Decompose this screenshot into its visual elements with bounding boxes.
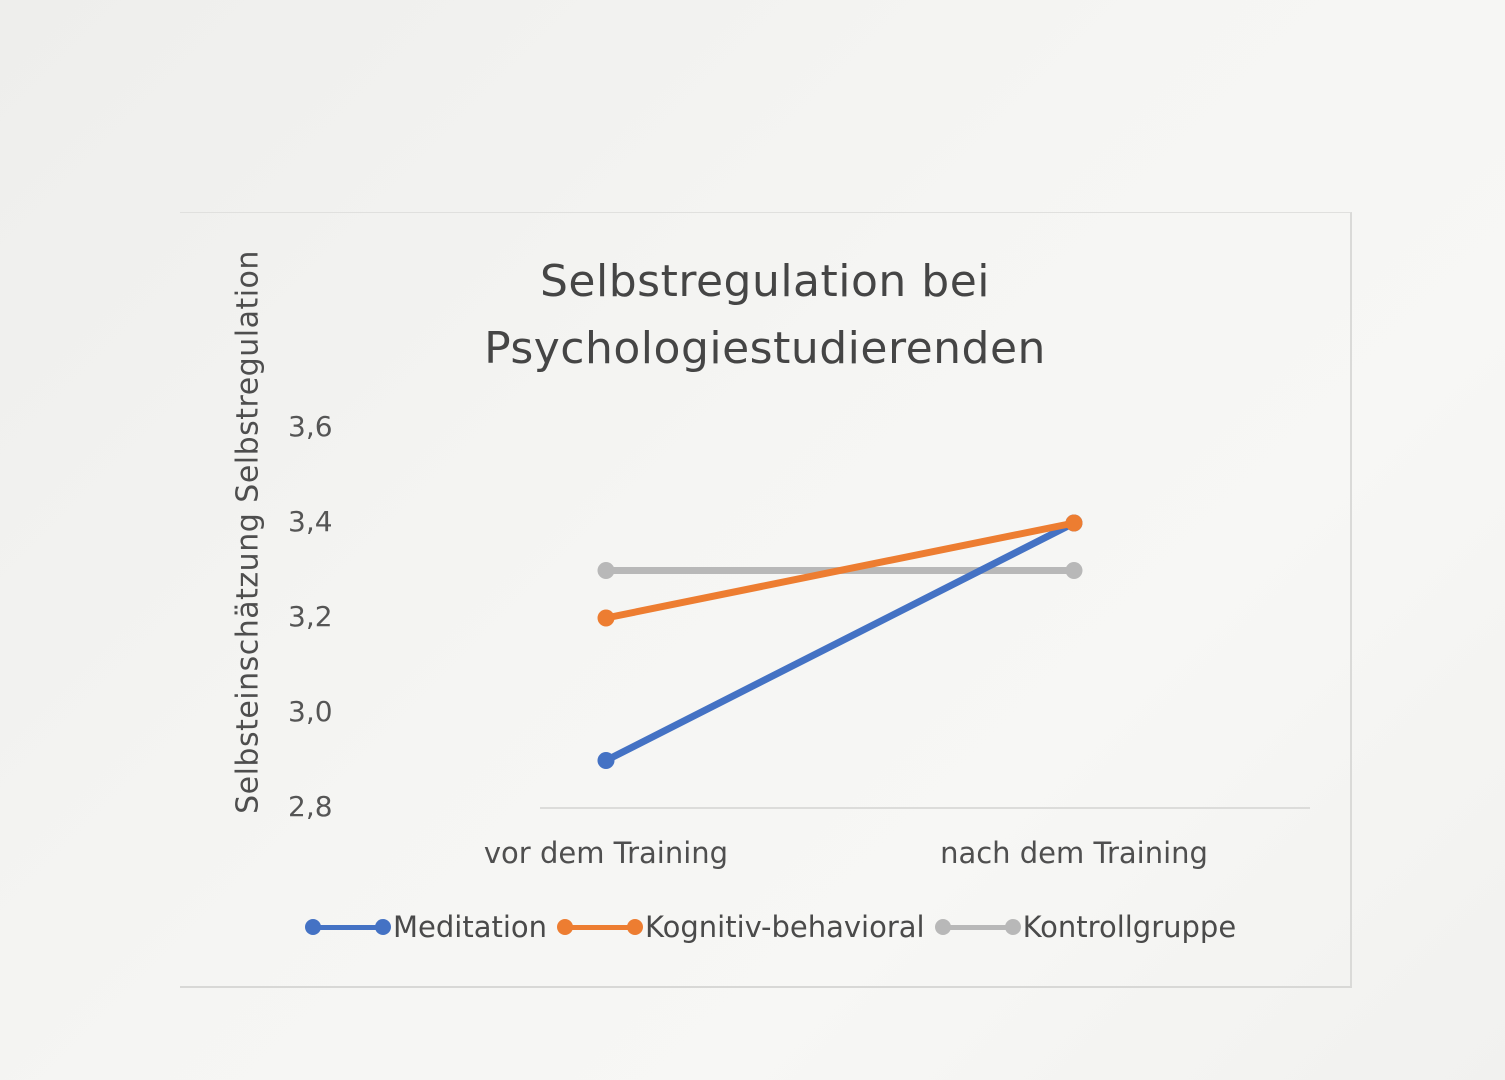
legend-label: Kognitiv-behavioral <box>645 910 925 944</box>
legend-swatch <box>557 919 644 935</box>
y-tick-label: 2,8 <box>288 790 333 823</box>
legend-swatch <box>934 919 1021 935</box>
data-point <box>597 562 615 579</box>
legend-swatch <box>305 919 391 935</box>
legend-item-kognitiv-behavioral: Kognitiv-behavioral <box>557 910 925 944</box>
series-line <box>602 519 1078 764</box>
data-point <box>597 752 615 769</box>
chart-title: Selbstregulation bei Psychologiestudiere… <box>440 248 1090 382</box>
series-kognitiv-behavioral <box>597 514 1083 627</box>
legend-item-kontrollgruppe: Kontrollgruppe <box>934 910 1237 944</box>
y-tick-label: 3,2 <box>288 600 333 633</box>
series-meditation <box>597 514 1083 769</box>
series-line <box>602 519 1078 622</box>
y-tick-label: 3,6 <box>288 410 333 443</box>
x-tick-label: vor dem Training <box>483 836 729 870</box>
data-point <box>1065 514 1083 532</box>
chart-title-line-2: Psychologiestudierenden <box>484 323 1046 374</box>
chart-title-line-1: Selbstregulation bei <box>539 256 991 307</box>
chart-frame <box>180 212 1352 988</box>
data-point <box>597 609 615 627</box>
legend-label: Meditation <box>393 910 548 944</box>
y-tick-label: 3,4 <box>288 505 333 538</box>
data-point <box>1065 562 1083 579</box>
legend: Meditation Kognitiv-behavioral Kontrollg… <box>305 910 1246 944</box>
y-tick-label: 3,0 <box>288 695 333 728</box>
legend-label: Kontrollgruppe <box>1022 910 1237 944</box>
legend-item-meditation: Meditation <box>305 910 547 944</box>
x-tick-label: nach dem Training <box>940 836 1208 870</box>
